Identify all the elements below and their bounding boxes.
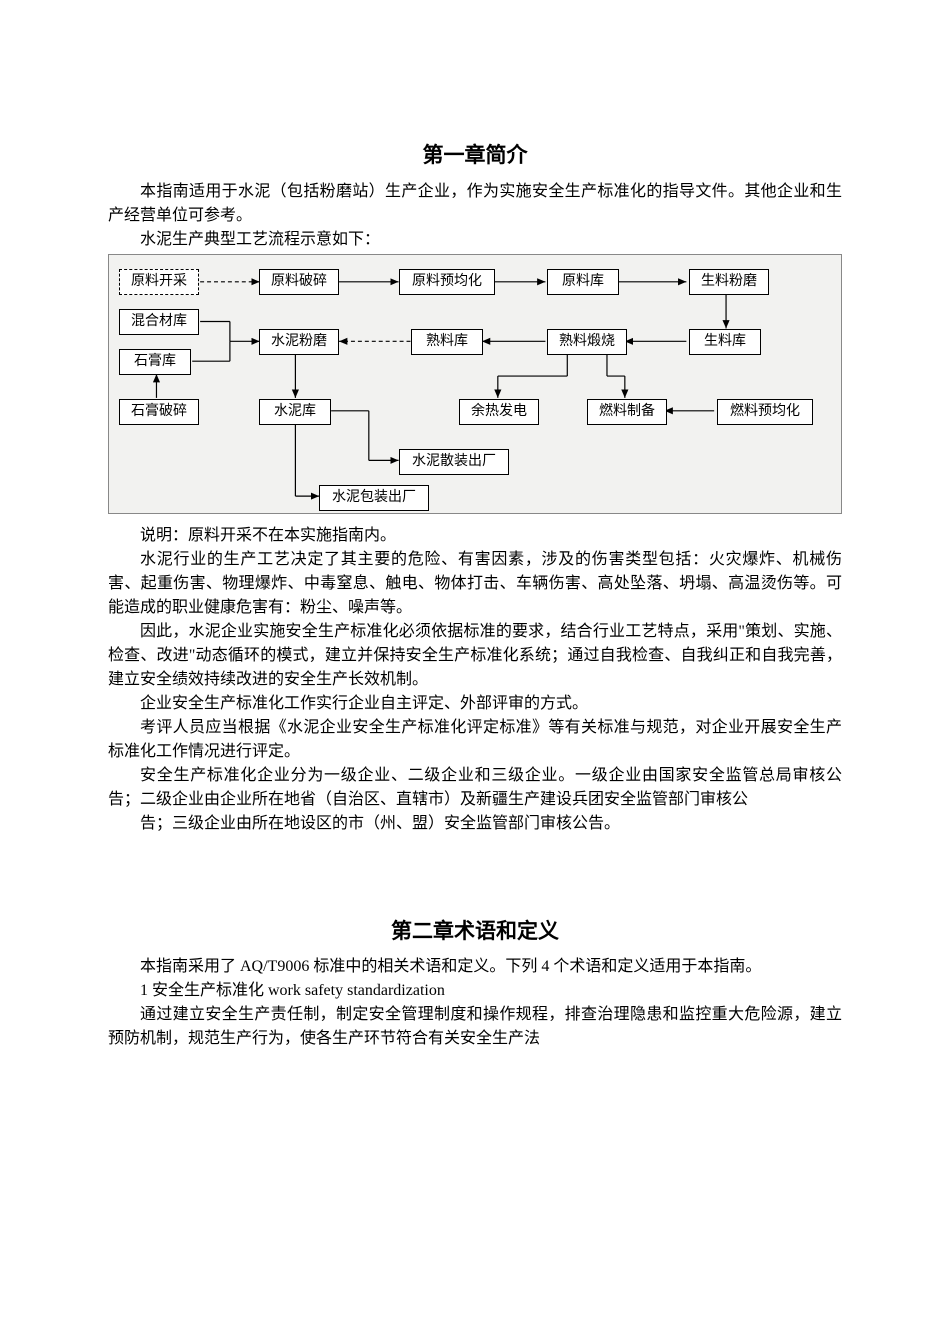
chapter1-p4: 水泥行业的生产工艺决定了其主要的危险、有害因素，涉及的伤害类型包括：火灾爆炸、机… <box>108 548 842 620</box>
flowchart-node-n8: 熟料库 <box>411 329 483 355</box>
flowchart-node-n3: 原料预均化 <box>399 269 495 295</box>
chapter1-p3: 说明：原料开采不在本实施指南内。 <box>108 524 842 548</box>
flowchart-node-n5: 生料粉磨 <box>689 269 769 295</box>
flowchart-node-n10: 生料库 <box>689 329 761 355</box>
chapter1-p8: 安全生产标准化企业分为一级企业、二级企业和三级企业。一级企业由国家安全监管总局审… <box>108 764 842 812</box>
chapter2-p2: 1 安全生产标准化 work safety standardization <box>108 979 842 1003</box>
flowchart-node-n4: 原料库 <box>547 269 619 295</box>
flowchart-node-n13: 水泥库 <box>259 399 331 425</box>
chapter2-title: 第二章术语和定义 <box>108 916 842 948</box>
flowchart-node-n1: 原料开采 <box>119 269 199 295</box>
chapter1-title: 第一章简介 <box>108 140 842 172</box>
flowchart-node-n11: 石膏库 <box>119 349 191 375</box>
flowchart-node-n18: 水泥包装出厂 <box>319 485 429 511</box>
flowchart-node-n15: 燃料制备 <box>587 399 667 425</box>
chapter1-p5: 因此，水泥企业实施安全生产标准化必须依据标准的要求，结合行业工艺特点，采用"策划… <box>108 620 842 692</box>
chapter1-p7: 考评人员应当根据《水泥企业安全生产标准化评定标准》等有关标准与规范，对企业开展安… <box>108 716 842 764</box>
flowchart-node-n2: 原料破碎 <box>259 269 339 295</box>
chapter1-p6: 企业安全生产标准化工作实行企业自主评定、外部评审的方式。 <box>108 692 842 716</box>
chapter1-p2: 水泥生产典型工艺流程示意如下： <box>108 228 842 252</box>
flowchart-node-n17: 水泥散装出厂 <box>399 449 509 475</box>
chapter2-p3: 通过建立安全生产责任制，制定安全管理制度和操作规程，排查治理隐患和监控重大危险源… <box>108 1003 842 1051</box>
process-flowchart: 原料开采 原料破碎 原料预均化 原料库 生料粉磨混合材库水泥粉磨 熟料库 熟料煅烧 生料库石膏… <box>108 254 842 514</box>
flowchart-node-n7: 水泥粉磨 <box>259 329 339 355</box>
chapter2-p1: 本指南采用了 AQ/T9006 标准中的相关术语和定义。下列 4 个术语和定义适… <box>108 955 842 979</box>
flowchart-node-n12: 石膏破碎 <box>119 399 199 425</box>
flowchart-node-n6: 混合材库 <box>119 309 199 335</box>
flowchart-node-n14: 余热发电 <box>459 399 539 425</box>
chapter1-p9: 告；三级企业由所在地设区的市（州、盟）安全监管部门审核公告。 <box>108 812 842 836</box>
flowchart-node-n9: 熟料煅烧 <box>547 329 627 355</box>
chapter1-p1: 本指南适用于水泥（包括粉磨站）生产企业，作为实施安全生产标准化的指导文件。其他企… <box>108 180 842 228</box>
flowchart-node-n16: 燃料预均化 <box>717 399 813 425</box>
